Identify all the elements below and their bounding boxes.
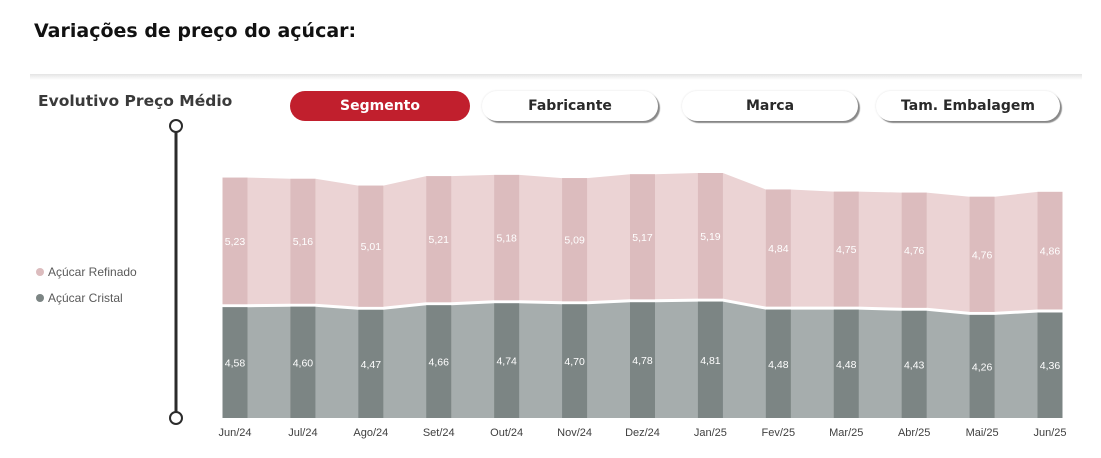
data-label-cristal: 4,78 — [632, 355, 653, 367]
bar-cristal — [630, 302, 655, 418]
bar-refinado — [1037, 191, 1063, 310]
tam-embalagem-button[interactable]: Tam. Embalagem — [876, 91, 1060, 121]
bar-refinado — [969, 196, 995, 312]
x-tick-label: Jun/25 — [1033, 427, 1066, 439]
data-label-cristal: 4,66 — [429, 357, 450, 369]
data-label-refinado: 4,75 — [836, 244, 857, 256]
bar-cristal — [562, 304, 588, 418]
data-label-refinado: 4,76 — [972, 249, 993, 261]
data-label-refinado: 4,86 — [1040, 246, 1061, 258]
data-label-refinado: 5,16 — [293, 236, 314, 248]
chart-legend: Açúcar Refinado Açúcar Cristal — [36, 259, 137, 311]
segmento-button[interactable]: Segmento — [290, 91, 470, 121]
bar-refinado — [290, 178, 316, 304]
data-label-cristal: 4,81 — [700, 355, 721, 367]
data-label-refinado: 5,21 — [429, 234, 450, 246]
data-label-refinado: 5,18 — [496, 233, 517, 245]
x-tick-label: Dez/24 — [625, 427, 660, 439]
bar-cristal — [833, 309, 859, 418]
bar-cristal — [901, 310, 927, 418]
bar-cristal — [222, 307, 248, 418]
legend-item-refinado[interactable]: Açúcar Refinado — [36, 259, 137, 285]
legend-dot-cristal — [36, 294, 44, 302]
bar-cristal — [358, 309, 384, 418]
x-tick-label: Nov/24 — [557, 427, 592, 439]
x-tick-label: Mar/25 — [829, 427, 863, 439]
data-label-cristal: 4,74 — [496, 356, 517, 368]
data-label-refinado: 4,76 — [904, 245, 925, 257]
data-label-cristal: 4,48 — [768, 359, 789, 371]
data-label-cristal: 4,48 — [836, 359, 857, 371]
x-tick-label: Abr/25 — [898, 427, 930, 439]
bar-cristal — [1037, 312, 1063, 418]
bar-cristal — [697, 301, 723, 418]
x-tick-label: Out/24 — [490, 427, 523, 439]
bar-refinado — [358, 185, 384, 307]
bar-cristal — [494, 303, 520, 418]
bar-refinado — [765, 189, 791, 307]
data-label-refinado: 5,01 — [361, 241, 382, 253]
bar-cristal — [765, 309, 791, 418]
bar-refinado — [562, 178, 588, 302]
legend-label-refinado: Açúcar Refinado — [48, 265, 137, 279]
data-label-cristal: 4,58 — [225, 358, 246, 370]
x-tick-label: Jan/25 — [694, 427, 727, 439]
page-heading: Variações de preço do açúcar: — [34, 20, 357, 42]
data-label-cristal: 4,36 — [1040, 360, 1061, 372]
legend-item-cristal[interactable]: Açúcar Cristal — [36, 285, 137, 311]
bar-refinado — [494, 174, 520, 301]
date-range-slider[interactable] — [169, 119, 183, 425]
data-label-cristal: 4,47 — [361, 359, 382, 371]
data-label-cristal: 4,70 — [564, 356, 585, 368]
bar-cristal — [426, 305, 452, 418]
data-label-refinado: 5,09 — [564, 235, 585, 247]
data-label-refinado: 5,23 — [225, 236, 246, 248]
data-label-cristal: 4,26 — [972, 361, 993, 373]
bar-cristal — [969, 314, 995, 418]
x-tick-label: Fev/25 — [762, 427, 796, 439]
x-tick-label: Set/24 — [423, 427, 455, 439]
marca-button[interactable]: Marca — [682, 91, 858, 121]
fabricante-button[interactable]: Fabricante — [482, 91, 658, 121]
chart-title: Evolutivo Preço Médio — [38, 92, 233, 110]
chart-plot-area: 5,23 4,58 Jun/24 5,16 4,60 Jul/24 5,01 4,47 Ago/… — [218, 173, 1067, 439]
x-tick-label: Mai/25 — [966, 427, 999, 439]
x-tick-label: Jul/24 — [288, 427, 317, 439]
legend-dot-refinado — [36, 268, 44, 276]
x-tick-label: Jun/24 — [218, 427, 251, 439]
bar-refinado — [697, 173, 723, 299]
data-label-refinado: 5,19 — [700, 231, 721, 243]
data-label-cristal: 4,60 — [293, 357, 314, 369]
data-label-cristal: 4,43 — [904, 359, 925, 371]
bar-refinado — [426, 176, 452, 303]
panel-divider — [30, 74, 1082, 80]
data-label-refinado: 4,84 — [768, 243, 789, 255]
bar-refinado — [833, 191, 859, 307]
bar-refinado — [222, 177, 248, 305]
slider-handle-start[interactable] — [169, 119, 183, 133]
x-tick-label: Ago/24 — [353, 427, 388, 439]
bar-refinado — [901, 192, 927, 308]
bar-cristal — [290, 306, 316, 418]
data-label-refinado: 5,17 — [632, 232, 653, 244]
legend-label-cristal: Açúcar Cristal — [48, 291, 123, 305]
bar-refinado — [630, 174, 655, 300]
slider-handle-end[interactable] — [169, 411, 183, 425]
